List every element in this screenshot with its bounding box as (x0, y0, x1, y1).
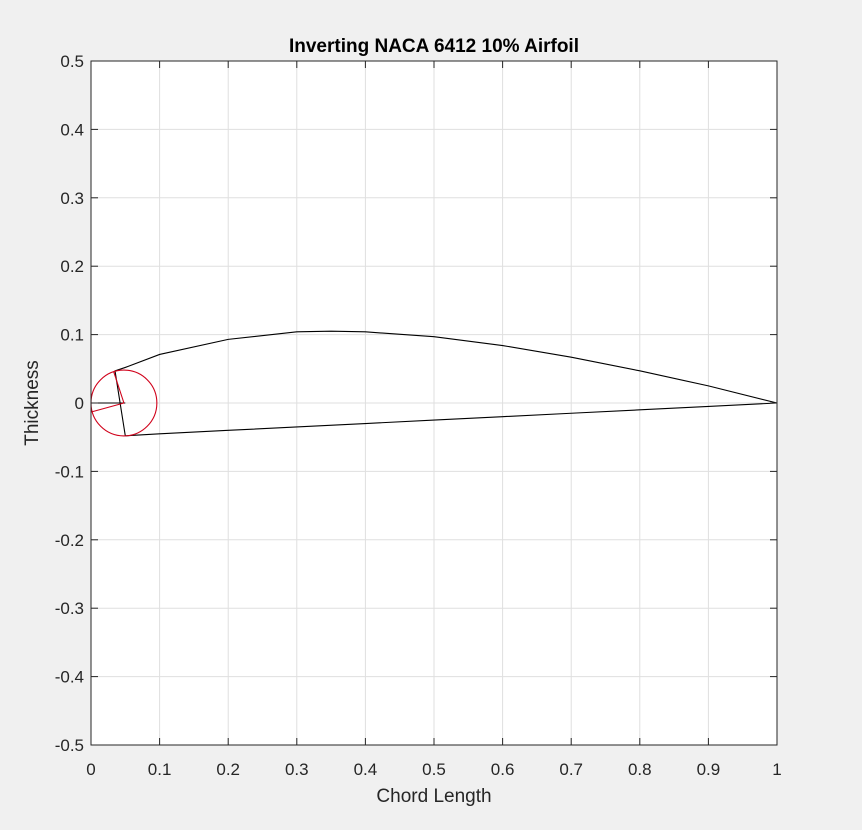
y-tick-label: 0 (75, 394, 84, 413)
series-layer (90, 330, 778, 437)
y-tick-label: 0.4 (60, 120, 84, 139)
y-axis-label: Thickness (22, 360, 43, 446)
x-axis: 0 0.1 0.2 0.3 0.4 0.5 0.6 0.7 0.8 0.9 1 (86, 61, 782, 779)
y-tick-label: -0.1 (55, 462, 84, 481)
y-tick-label: -0.2 (55, 531, 84, 550)
x-tick-label: 0.5 (422, 760, 446, 779)
y-tick-label: 0.3 (60, 189, 84, 208)
x-tick-label: 1 (772, 760, 781, 779)
x-tick-label: 0.8 (628, 760, 652, 779)
y-axis: -0.5 -0.4 -0.3 -0.2 -0.1 0 0.1 0.2 0.3 0.4 0.5 (55, 52, 777, 755)
y-tick-label: -0.4 (55, 668, 84, 687)
circle-radius-line (113, 371, 125, 404)
series-line-1 (114, 330, 778, 436)
series-line-2 (125, 402, 778, 437)
x-tick-label: 0.1 (148, 760, 172, 779)
x-tick-label: 0.4 (354, 760, 378, 779)
chart-title: Inverting NACA 6412 10% Airfoil (289, 36, 579, 57)
x-tick-label: 0.6 (491, 760, 515, 779)
x-tick-label: 0.7 (559, 760, 583, 779)
y-tick-label: -0.3 (55, 599, 84, 618)
x-tick-label: 0 (86, 760, 95, 779)
y-tick-label: 0.1 (60, 326, 84, 345)
y-tick-label: -0.5 (55, 736, 84, 755)
x-axis-label: Chord Length (376, 786, 491, 807)
x-tick-label: 0.3 (285, 760, 309, 779)
y-tick-label: 0.5 (60, 52, 84, 71)
y-tick-label: 0.2 (60, 257, 84, 276)
x-tick-label: 0.2 (216, 760, 240, 779)
circle-radius-line (91, 402, 125, 413)
x-tick-label: 0.9 (697, 760, 721, 779)
